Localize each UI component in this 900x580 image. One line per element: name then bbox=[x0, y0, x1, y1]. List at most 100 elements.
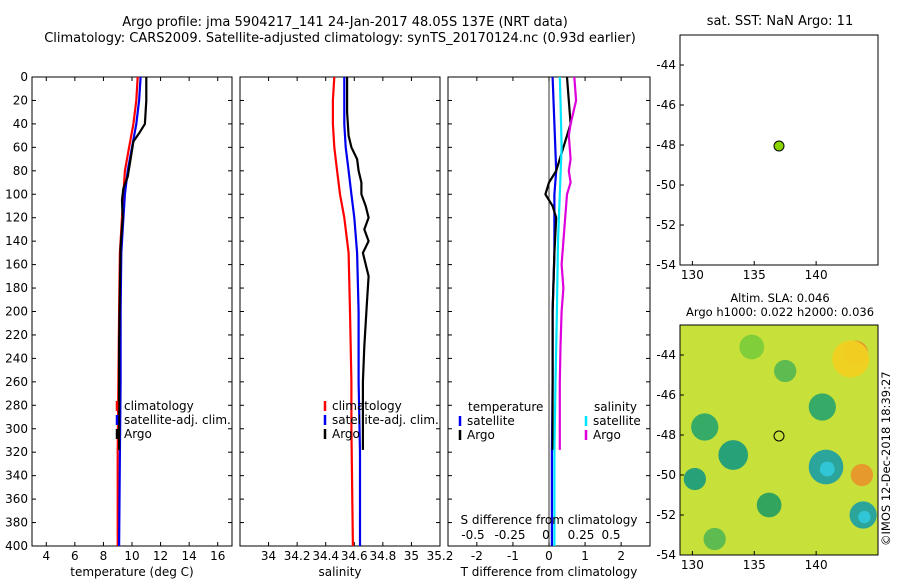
depth-tick-label: 380 bbox=[5, 516, 28, 530]
depth-tick-label: 300 bbox=[5, 422, 28, 436]
salinity-xlabel: salinity bbox=[318, 565, 361, 579]
temperature-series-satellite-adj-clim- bbox=[118, 76, 142, 547]
sla-anomaly-blob bbox=[808, 393, 836, 421]
difference-series-s-argo bbox=[558, 76, 578, 450]
difference-legend-salinity-title: salinity bbox=[594, 400, 637, 414]
depth-tick-label: 360 bbox=[5, 492, 28, 506]
imos-watermark: ©IMOS 12-Dec-2018 18:39:27 bbox=[879, 371, 893, 546]
sla-anomaly-blob bbox=[683, 467, 706, 491]
sla-map-xtick-label: 135 bbox=[743, 558, 766, 572]
difference-legend-salinity-label: Argo bbox=[593, 428, 621, 442]
depth-tick-label: 320 bbox=[5, 445, 28, 459]
sst-map-argo-point bbox=[773, 140, 785, 152]
difference-xtick-label: -1 bbox=[507, 549, 519, 563]
sla-map-xtick-label: 130 bbox=[681, 558, 704, 572]
sla-anomaly-blob bbox=[858, 510, 871, 524]
sla-map-ytick-label: -46 bbox=[656, 388, 676, 402]
sla-anomaly-blob bbox=[850, 463, 874, 487]
difference-x2tick-label: 0.5 bbox=[601, 528, 620, 542]
difference-x2label: S difference from climatology bbox=[461, 513, 638, 527]
depth-tick-label: 180 bbox=[5, 281, 28, 295]
difference-x2tick-label: 0 bbox=[542, 528, 550, 542]
difference-x2tick-label: 0.25 bbox=[568, 528, 595, 542]
figure-title-line1: Argo profile: jma 5904217_141 24-Jan-201… bbox=[122, 15, 568, 30]
temperature-legend-label: climatology bbox=[124, 399, 194, 413]
depth-tick-label: 340 bbox=[5, 469, 28, 483]
temperature-legend-label: satellite-adj. clim. bbox=[124, 413, 231, 427]
depth-tick-label: 280 bbox=[5, 398, 28, 412]
difference-xlabel: T difference from climatology bbox=[460, 565, 638, 579]
salinity-frame bbox=[239, 76, 441, 547]
sst-map-ytick-label: -48 bbox=[656, 138, 676, 152]
salinity-legend-label: Argo bbox=[332, 427, 360, 441]
sla-map-xtick-label: 140 bbox=[805, 558, 828, 572]
depth-tick-label: 240 bbox=[5, 351, 28, 365]
sla-map-frame bbox=[679, 324, 879, 556]
depth-tick-label: 140 bbox=[5, 234, 28, 248]
salinity-xtick-label: 35.2 bbox=[427, 549, 454, 563]
sla-blobs bbox=[683, 334, 877, 551]
sla-map-ytick-label: -44 bbox=[656, 348, 676, 362]
sla-anomaly-blob bbox=[819, 461, 835, 477]
sla-map-ytick-label: -54 bbox=[656, 548, 676, 562]
temperature-xtick-label: 6 bbox=[71, 549, 79, 563]
depth-tick-label: 200 bbox=[5, 305, 28, 319]
sla-anomaly-blob bbox=[703, 527, 726, 551]
difference-xtick-label: 2 bbox=[617, 549, 625, 563]
temperature-xlabel: temperature (deg C) bbox=[70, 565, 193, 579]
difference-x2tick-label: -0.25 bbox=[494, 528, 525, 542]
sst-map-ytick-label: -44 bbox=[656, 58, 676, 72]
sst-map-ytick-label: -54 bbox=[656, 258, 676, 272]
difference-legend-salinity-label: satellite bbox=[593, 414, 641, 428]
difference-legend-temperature-title: temperature bbox=[468, 400, 543, 414]
salinity-xtick-label: 34.4 bbox=[312, 549, 339, 563]
sla-map-argo-point bbox=[773, 430, 785, 442]
difference-series-s-satellite bbox=[553, 76, 563, 546]
salinity-series-satellite-adj-clim- bbox=[343, 77, 362, 546]
sla-map-title2: Argo h1000: 0.022 h2000: 0.036 bbox=[686, 305, 874, 319]
depth-tick-label: 60 bbox=[13, 140, 28, 154]
figure-title-line2: Climatology: CARS2009. Satellite-adjuste… bbox=[44, 31, 636, 46]
sst-map-title: sat. SST: NaN Argo: 11 bbox=[707, 14, 853, 29]
depth-tick-label: 120 bbox=[5, 211, 28, 225]
sla-map-ytick-label: -52 bbox=[656, 508, 676, 522]
salinity-series-argo bbox=[346, 77, 370, 450]
depth-tick-label: 40 bbox=[13, 117, 28, 131]
sst-map-ytick-label: -50 bbox=[656, 178, 676, 192]
sst-map-ytick-label: -46 bbox=[656, 98, 676, 112]
charts-layer: 0204060801001201401601802002202402602803… bbox=[5, 14, 879, 579]
sst-map-ytick-label: -52 bbox=[656, 218, 676, 232]
sst-map-xtick-label: 135 bbox=[743, 268, 766, 282]
sst-map-xtick-label: 130 bbox=[681, 268, 704, 282]
sla-map-title1: Altim. SLA: 0.046 bbox=[730, 291, 829, 305]
sla-map-ytick-label: -50 bbox=[656, 468, 676, 482]
sla-anomaly-blob bbox=[774, 359, 797, 383]
depth-tick-label: 400 bbox=[5, 539, 28, 553]
temperature-xtick-label: 12 bbox=[153, 549, 168, 563]
salinity-xtick-label: 34 bbox=[261, 549, 276, 563]
salinity-xtick-label: 34.2 bbox=[284, 549, 311, 563]
sst-map-frame bbox=[679, 34, 879, 266]
difference-xtick-label: -2 bbox=[471, 549, 483, 563]
sla-map-ytick-label: -48 bbox=[656, 428, 676, 442]
depth-tick-label: 220 bbox=[5, 328, 28, 342]
temperature-legend-label: Argo bbox=[124, 427, 152, 441]
depth-tick-label: 100 bbox=[5, 187, 28, 201]
temperature-xtick-label: 14 bbox=[182, 549, 197, 563]
depth-tick-label: 80 bbox=[13, 164, 28, 178]
depth-tick-label: 0 bbox=[20, 70, 28, 84]
depth-tick-label: 20 bbox=[13, 93, 28, 107]
difference-x2tick-label: -0.5 bbox=[461, 528, 484, 542]
temperature-xtick-label: 10 bbox=[124, 549, 139, 563]
sla-anomaly-blob bbox=[718, 440, 749, 470]
difference-legend-temperature-label: Argo bbox=[467, 428, 495, 442]
salinity-xtick-label: 35 bbox=[404, 549, 419, 563]
salinity-legend-label: satellite-adj. clim. bbox=[332, 413, 439, 427]
depth-tick-label: 160 bbox=[5, 258, 28, 272]
sla-anomaly-blob bbox=[691, 413, 719, 441]
temperature-xtick-label: 4 bbox=[42, 549, 50, 563]
sla-anomaly-blob bbox=[739, 334, 765, 360]
difference-legend-temperature-label: satellite bbox=[467, 414, 515, 428]
difference-xtick-label: 0 bbox=[545, 549, 553, 563]
salinity-legend-label: climatology bbox=[332, 399, 402, 413]
